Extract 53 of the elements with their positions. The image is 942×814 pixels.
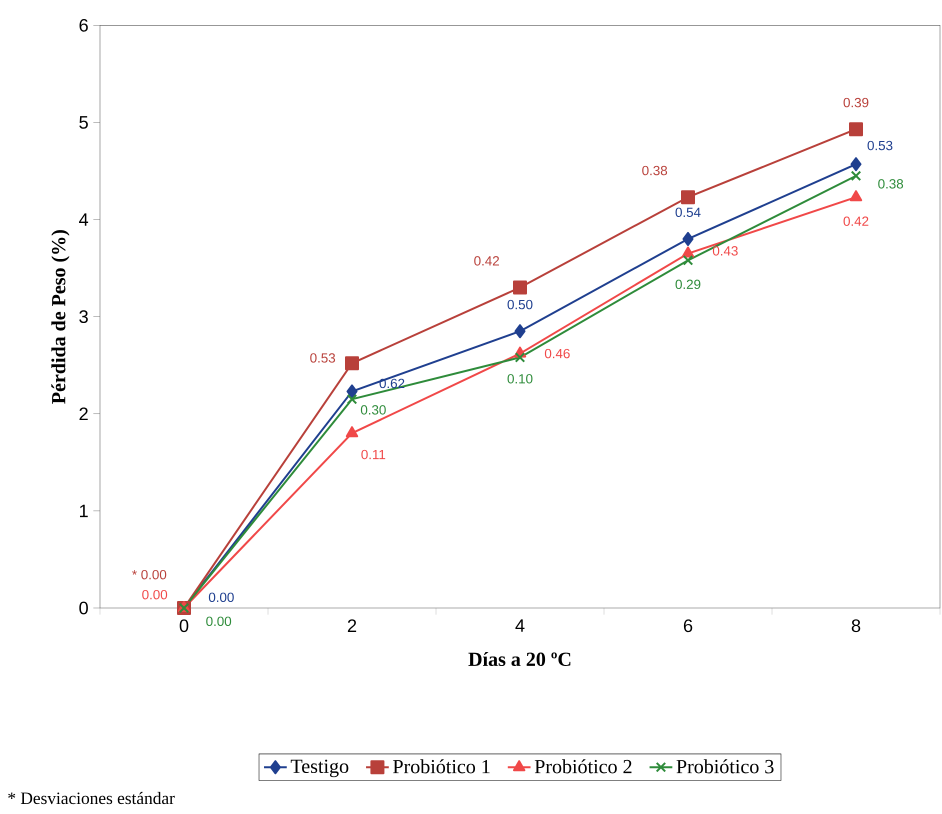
point xyxy=(345,356,360,370)
annotation: 0.42 xyxy=(844,216,868,226)
annotation: * 0.00 xyxy=(132,570,166,580)
point xyxy=(682,232,694,246)
annotation: 0.39 xyxy=(844,98,868,108)
point xyxy=(850,190,862,202)
point xyxy=(346,384,358,398)
text: * Desviaciones estándar xyxy=(8,792,175,804)
y-tick-label: 2 xyxy=(80,407,88,420)
point xyxy=(514,324,526,338)
point xyxy=(346,426,358,438)
y-tick-label: 4 xyxy=(79,213,88,226)
point xyxy=(849,122,864,136)
y-tick-label: 5 xyxy=(79,116,88,129)
annotation: 0.43 xyxy=(712,246,738,256)
legend-label: Probiótico 1 xyxy=(393,759,490,774)
x-tick-label: 4 xyxy=(515,619,524,632)
annotation: 0.38 xyxy=(642,166,668,176)
annotation: 0.00 xyxy=(208,592,234,602)
x-tick-label: 0 xyxy=(180,619,188,632)
point xyxy=(850,170,862,182)
point xyxy=(513,280,527,295)
annotation: 0.10 xyxy=(508,374,532,384)
annotation: 0.00 xyxy=(142,590,168,600)
y-tick-label: 0 xyxy=(79,602,88,614)
annotation: 0.54 xyxy=(676,208,701,218)
annotation: 0.53 xyxy=(868,140,892,150)
annotation: 0.50 xyxy=(508,300,532,310)
y-tick-label: 1 xyxy=(80,504,88,518)
x-axis-title: Días a 20 ºC xyxy=(468,652,570,666)
point xyxy=(682,255,694,266)
legend-label: Testigo xyxy=(290,760,348,778)
y-axis-title: Pérdida de Peso (%) xyxy=(51,230,70,404)
x-tick-label: 6 xyxy=(684,619,692,632)
x-tick-label: 8 xyxy=(852,619,860,632)
legend-label: Probiótico 2 xyxy=(534,759,632,774)
x-tick-label: 2 xyxy=(348,619,356,632)
legend-label: Probiótico 3 xyxy=(676,759,774,774)
point xyxy=(681,190,696,204)
annotation: 0.42 xyxy=(474,256,499,266)
point xyxy=(514,352,526,363)
annotation: 0.46 xyxy=(544,348,570,358)
point xyxy=(850,157,862,172)
y-tick-label: 3 xyxy=(79,310,88,324)
annotation: 0.53 xyxy=(310,353,336,363)
annotation: 0.30 xyxy=(360,405,386,415)
annotation: 0.38 xyxy=(878,179,904,189)
annotation: 0.29 xyxy=(676,280,700,290)
point xyxy=(682,246,694,258)
point xyxy=(346,394,358,404)
y-tick-label: 6 xyxy=(80,18,88,32)
annotation: 0.11 xyxy=(361,450,386,460)
annotation: 0.00 xyxy=(206,616,232,626)
